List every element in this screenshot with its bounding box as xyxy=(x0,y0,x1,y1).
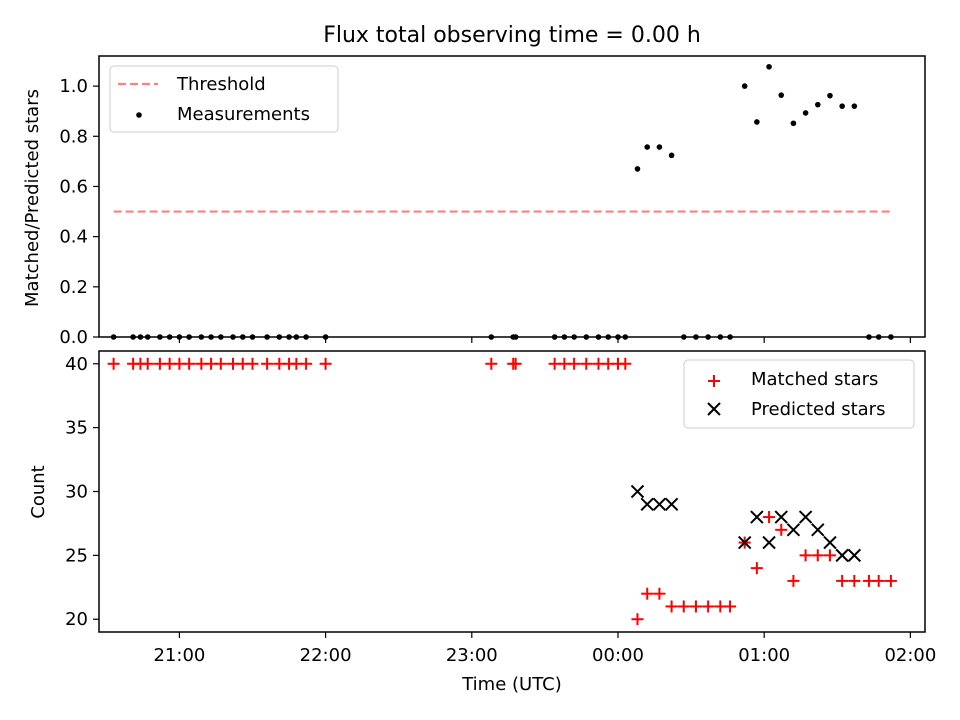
measurement-point xyxy=(790,120,797,127)
top-legend: Threshold Measurements xyxy=(109,65,339,133)
matched-star-point xyxy=(677,600,690,613)
top-y-tick-label: 0.2 xyxy=(59,277,88,298)
bottom-y-tick-label: 20 xyxy=(65,609,88,630)
matched-star-point xyxy=(653,587,666,600)
top-y-tick-label: 0.4 xyxy=(59,227,88,248)
matched-star-point xyxy=(214,357,227,370)
x-tick-label: 01:00 xyxy=(738,645,790,666)
predicted-star-point xyxy=(750,510,764,524)
bottom-plot-area xyxy=(107,357,897,626)
matched-stars-legend-marker xyxy=(708,375,720,387)
matched-star-point xyxy=(750,562,763,575)
predicted-stars-legend-label: Predicted stars xyxy=(751,399,885,420)
matched-star-point xyxy=(836,574,849,587)
predicted-star-point xyxy=(640,497,654,511)
measurement-point xyxy=(766,63,772,70)
top-y-tick-label: 1.0 xyxy=(59,76,88,97)
matched-star-point xyxy=(485,357,498,370)
bottom-y-tick-label: 25 xyxy=(65,545,88,566)
matched-star-point xyxy=(724,600,737,613)
predicted-star-point xyxy=(798,510,813,524)
matched-star-point xyxy=(848,574,861,587)
chart-title: Flux total observing time = 0.00 h xyxy=(323,23,701,48)
measurement-point xyxy=(778,92,785,98)
predicted-star-point xyxy=(652,497,667,511)
x-tick-label: 22:00 xyxy=(300,645,352,666)
top-y-tick-label: 0.6 xyxy=(59,176,88,197)
measurement-point xyxy=(827,92,833,99)
measurement-point xyxy=(851,103,858,109)
bottom-legend-box xyxy=(683,359,915,429)
measurement-point xyxy=(814,101,821,108)
bottom-y-tick-label: 40 xyxy=(65,354,88,375)
matched-star-point xyxy=(261,357,274,370)
predicted-star-point xyxy=(762,535,776,550)
top-y-tick-label: 0.0 xyxy=(59,327,88,348)
matched-star-point xyxy=(631,613,644,626)
matched-star-point xyxy=(183,357,196,370)
x-tick-label: 21:00 xyxy=(153,645,205,666)
top-axes-frame xyxy=(98,55,926,338)
measurement-point xyxy=(656,144,663,150)
predicted-star-point xyxy=(847,548,862,563)
x-tick-label: 23:00 xyxy=(446,645,498,666)
matched-star-point xyxy=(763,511,776,524)
matched-star-point xyxy=(884,574,897,587)
matched-star-point xyxy=(799,549,812,562)
matched-star-point xyxy=(689,600,702,613)
predicted-star-point xyxy=(811,523,825,537)
matched-star-point xyxy=(641,587,654,600)
measurement-point xyxy=(634,166,641,172)
predicted-star-point xyxy=(630,484,645,499)
matched-star-point xyxy=(811,549,824,562)
measurement-point xyxy=(802,110,809,116)
matched-star-point xyxy=(702,600,715,613)
matched-star-point xyxy=(319,357,332,370)
predicted-stars-legend-marker xyxy=(707,402,721,416)
predicted-star-point xyxy=(835,548,849,563)
matched-star-point xyxy=(580,357,593,370)
bottom-y-tick-label: 35 xyxy=(65,418,88,439)
measurement-point xyxy=(741,83,748,89)
measurements-legend-marker xyxy=(136,112,142,118)
measurement-point xyxy=(754,119,760,125)
predicted-star-point xyxy=(737,535,752,550)
x-tick-label: 00:00 xyxy=(592,645,644,666)
threshold-legend-label: Threshold xyxy=(176,74,266,95)
matched-stars-legend-label: Matched stars xyxy=(751,369,878,390)
matched-star-point xyxy=(300,357,313,370)
matched-star-point xyxy=(509,357,522,370)
matched-star-point xyxy=(141,357,154,370)
x-axis-label: Time (UTC) xyxy=(461,674,562,695)
bottom-axes: 21:00 22:00 23:00 00:00 01:00 02:00 20 25 30 35 40 xyxy=(65,350,936,666)
bottom-y-tick-label: 30 xyxy=(65,482,88,503)
predicted-star-point xyxy=(786,523,801,537)
matched-star-point xyxy=(665,600,678,613)
top-y-axis-label: Matched/Predicted stars xyxy=(22,89,43,307)
matched-star-point xyxy=(568,357,581,370)
bottom-axes-ticks: 21:00 22:00 23:00 00:00 01:00 02:00 20 25 30 35 40 xyxy=(65,354,936,666)
matched-star-point xyxy=(872,574,885,587)
bottom-y-axis-label: Count xyxy=(28,465,49,518)
matched-star-point xyxy=(619,357,632,370)
measurement-point xyxy=(839,103,845,109)
predicted-star-point xyxy=(664,497,679,511)
measurements-legend-label: Measurements xyxy=(177,104,310,125)
top-y-tick-label: 0.8 xyxy=(59,126,88,147)
predicted-star-point xyxy=(823,535,837,550)
measurement-point xyxy=(644,144,651,150)
matched-star-point xyxy=(107,357,120,370)
x-tick-label: 02:00 xyxy=(884,645,936,666)
matched-star-point xyxy=(775,523,788,536)
matched-star-point xyxy=(246,357,259,370)
predicted-star-point xyxy=(774,510,788,524)
matched-star-point xyxy=(787,574,800,587)
matched-star-point xyxy=(823,549,836,562)
measurement-point xyxy=(668,152,675,159)
top-axes-ticks: 0.0 0.2 0.4 0.6 0.8 1.0 xyxy=(59,76,911,348)
top-axes: 0.0 0.2 0.4 0.6 0.8 1.0 xyxy=(59,55,926,348)
top-legend-box xyxy=(109,65,339,133)
bottom-legend: Matched stars Predicted stars xyxy=(683,359,915,429)
